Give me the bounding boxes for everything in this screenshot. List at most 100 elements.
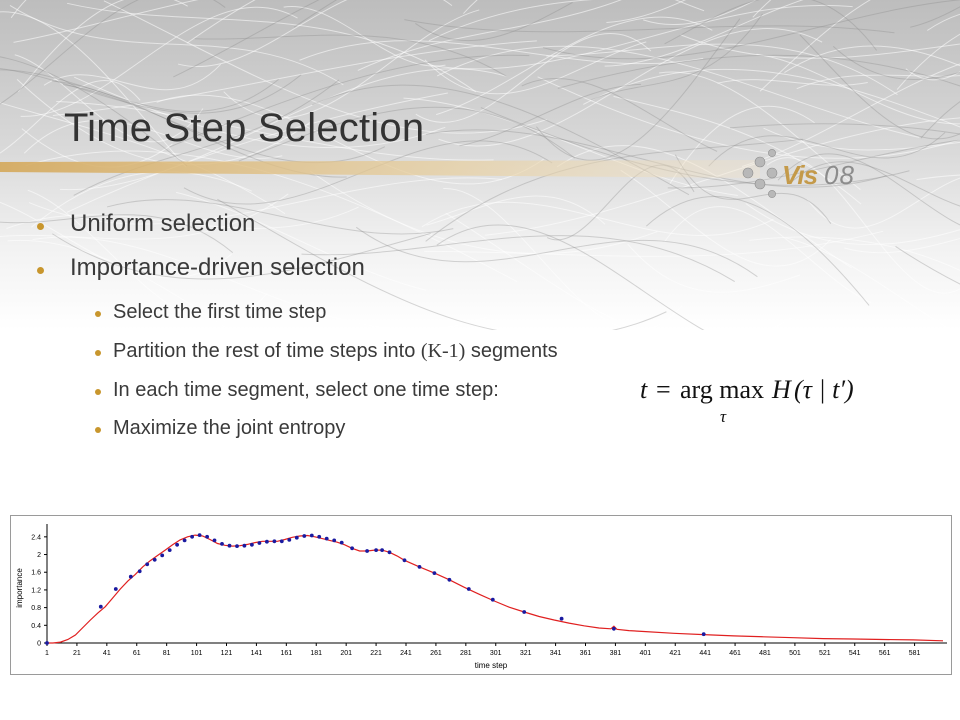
fiber-strand: [424, 41, 647, 95]
x-tick-label: 321: [520, 650, 532, 657]
fiber-strand: [404, 19, 895, 34]
x-tick-label: 361: [580, 650, 592, 657]
fiber-strand: [606, 0, 686, 23]
fiber-strand: [620, 169, 831, 267]
fiber-strand: [23, 120, 283, 159]
fiber-strand: [73, 79, 340, 196]
fiber-strand: [445, 212, 792, 330]
fiber-strand: [0, 201, 233, 279]
fiber-strand: [763, 127, 960, 151]
x-tick-label: 261: [430, 650, 442, 657]
selected-time-step-point: [128, 574, 133, 579]
fiber-strand: [7, 239, 230, 330]
x-tick-label: 581: [909, 650, 921, 657]
fiber-strand: [799, 34, 960, 140]
selected-time-step-point: [612, 626, 616, 631]
fiber-strand: [521, 77, 718, 152]
fiber-strand: [0, 214, 234, 253]
title-underline: [0, 160, 760, 178]
selected-time-step-point: [417, 565, 422, 569]
fiber-strand: [309, 170, 658, 255]
x-tick-label: 41: [103, 650, 111, 657]
fiber-strand: [536, 18, 741, 161]
fiber-strand: [31, 171, 252, 228]
x-tick-label: 501: [789, 650, 801, 657]
fiber-strand: [223, 9, 480, 119]
fiber-strand: [546, 43, 898, 96]
selected-time-step-point: [257, 541, 262, 545]
y-tick-label: 1.6: [31, 570, 41, 577]
fiber-strand: [905, 68, 960, 81]
fiber-strand: [729, 123, 960, 135]
x-tick-label: 81: [163, 650, 171, 657]
fiber-strand: [27, 189, 268, 322]
x-tick-label: 121: [221, 650, 233, 657]
selected-time-step-point: [190, 534, 195, 539]
selected-time-step-point: [365, 549, 369, 553]
fiber-strand: [664, 206, 872, 304]
sub-bullet-partition: Partition the rest of time steps into (K…: [113, 340, 558, 363]
fiber-strand: [895, 246, 960, 285]
selected-time-step-point: [559, 616, 564, 621]
fiber-strand: [0, 193, 289, 240]
selected-time-step-point: [182, 538, 187, 543]
fiber-strand: [103, 0, 548, 134]
selected-time-step-point: [227, 543, 232, 548]
x-tick-label: 461: [729, 650, 741, 657]
x-tick-label: 181: [310, 650, 322, 657]
fiber-strand: [0, 67, 302, 114]
sub-bullet-dot: [95, 350, 101, 356]
y-tick-label: 1.2: [31, 587, 41, 594]
fiber-strand: [896, 33, 960, 90]
formula-subscript: τ: [720, 407, 727, 426]
selected-time-step-point: [447, 577, 452, 582]
selected-time-step-point: [242, 543, 247, 548]
fiber-strand: [355, 226, 758, 278]
selected-time-step-point: [402, 558, 407, 563]
fiber-strand: [0, 56, 188, 167]
formula-lhs: t: [640, 375, 648, 404]
selected-time-step-point: [160, 553, 165, 558]
fiber-strand: [0, 102, 286, 215]
selected-time-step-point: [175, 542, 180, 547]
fiber-strand: [415, 33, 652, 123]
selected-time-step-point: [324, 536, 329, 541]
fiber-strand: [283, 5, 446, 67]
x-tick-label: 481: [759, 650, 771, 657]
fiber-strand: [643, 0, 757, 26]
fiber-strand: [43, 63, 222, 91]
x-tick-label: 141: [251, 650, 263, 657]
sub-bullet-maximize-entropy: Maximize the joint entropy: [113, 417, 346, 439]
selected-time-step-point: [522, 610, 527, 614]
fiber-strand: [436, 45, 920, 138]
fiber-strand: [604, 0, 804, 67]
fiber-strand: [28, 177, 502, 225]
x-tick-label: 341: [550, 650, 562, 657]
x-tick-label: 401: [639, 650, 651, 657]
fiber-strand: [106, 199, 454, 235]
svg-text:08: 08: [824, 160, 855, 190]
fiber-strand: [9, 5, 344, 86]
x-tick-label: 441: [699, 650, 711, 657]
selected-time-step-point: [309, 533, 314, 538]
fiber-strand: [169, 54, 530, 148]
slide-title: Time Step Selection: [64, 106, 425, 150]
fiber-strand: [807, 177, 960, 229]
selected-time-step-point: [113, 587, 118, 591]
fiber-strand: [59, 68, 507, 190]
fiber-strand: [646, 196, 870, 306]
formula-args: (τ | t′): [794, 375, 854, 404]
selected-time-step-point: [137, 569, 142, 574]
fiber-strand: [557, 54, 960, 89]
argmax-formula: t = arg max τ H (τ | t′): [640, 375, 854, 426]
fiber-strand: [66, 2, 477, 93]
fiber-strand: [910, 6, 960, 28]
fiber-strand: [920, 101, 960, 139]
fiber-strand: [238, 106, 576, 162]
x-tick-label: 521: [819, 650, 831, 657]
selected-time-step-point: [287, 538, 292, 542]
selected-time-step-point: [380, 548, 384, 552]
fiber-strand: [177, 0, 453, 67]
selected-time-step-point: [294, 535, 299, 540]
